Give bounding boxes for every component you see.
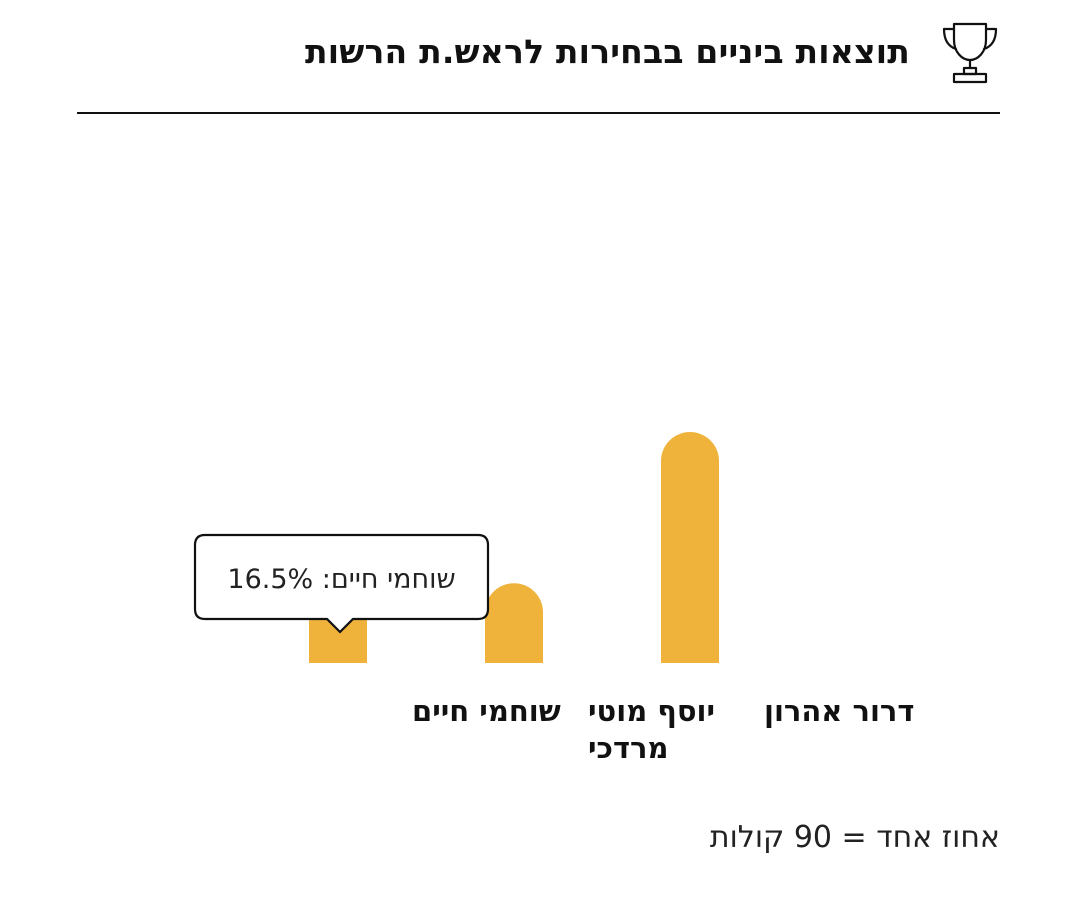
trophy-icon	[942, 22, 998, 84]
chart-header: תוצאות ביניים בבחירות לראש.ת הרשות	[77, 18, 1000, 114]
votes-per-percent-note: אחוז אחד = 90 קולות	[709, 820, 1000, 855]
category-label: דרור אהרון	[764, 694, 914, 728]
category-label: מרדכי	[588, 731, 668, 765]
category-label: יוסף מוטי	[588, 694, 715, 728]
bar[interactable]	[485, 583, 543, 663]
chart-title: תוצאות ביניים בבחירות לראש.ת הרשות	[304, 32, 910, 71]
tooltip-text: שוחמי חיים: 16.5%	[227, 564, 455, 595]
tooltip-box	[193, 533, 490, 634]
category-label: שוחמי חיים	[412, 694, 561, 728]
bar[interactable]	[661, 432, 719, 663]
